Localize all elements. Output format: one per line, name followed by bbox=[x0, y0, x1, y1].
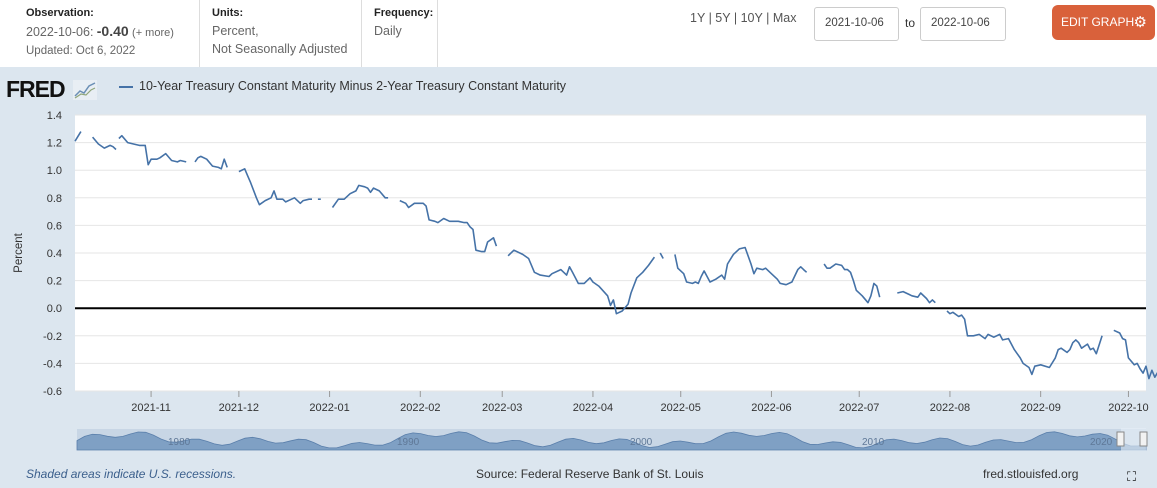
navigator-year-label: 2020 bbox=[1090, 437, 1113, 448]
units-value-line1[interactable]: Percent, bbox=[212, 24, 259, 38]
date-to-label: to bbox=[905, 16, 916, 30]
series-line bbox=[238, 168, 312, 206]
series-line bbox=[946, 310, 1103, 376]
legend-swatch bbox=[119, 85, 133, 88]
series-line bbox=[74, 131, 82, 142]
site-link[interactable]: fred.stlouisfed.org bbox=[983, 467, 1079, 481]
y-tick-label: 0.6 bbox=[47, 220, 62, 232]
y-tick-label: 0.0 bbox=[47, 303, 62, 315]
gear-icon: ⚙ bbox=[1133, 14, 1147, 31]
x-tick-label: 2022-09 bbox=[1020, 402, 1060, 414]
fred-logo-text: FRED bbox=[6, 76, 66, 102]
range-separator: | bbox=[766, 11, 770, 25]
x-tick-label: 2022-03 bbox=[482, 402, 522, 414]
updated-date: Updated: Oct 6, 2022 bbox=[26, 45, 136, 57]
date-to-input[interactable]: 2022-10-06 bbox=[920, 7, 1006, 41]
series-line bbox=[897, 290, 936, 304]
series-lines bbox=[74, 131, 1157, 380]
units-panel: Units: Percent, Not Seasonally Adjusted bbox=[200, 0, 362, 67]
series-line bbox=[674, 246, 808, 286]
x-tick-label: 2022-01 bbox=[309, 402, 349, 414]
x-tick-label: 2022-04 bbox=[573, 402, 613, 414]
navigator-year-label: 2000 bbox=[630, 437, 653, 448]
frequency-value[interactable]: Daily bbox=[374, 24, 402, 38]
date-from-input[interactable]: 2021-10-06 bbox=[814, 7, 899, 41]
x-tick-label: 2022-07 bbox=[839, 402, 879, 414]
x-tick-label: 2022-05 bbox=[661, 402, 701, 414]
range-navigator: 1980 1990 2000 2010 2020 bbox=[76, 428, 1148, 451]
series-line bbox=[194, 155, 228, 170]
y-tick-label: 0.2 bbox=[47, 276, 62, 288]
range-max-button[interactable]: Max bbox=[772, 11, 797, 25]
header-bar: Observation: 2022-10-06: -0.40 (+ more) … bbox=[0, 0, 1157, 67]
y-tick-label: -0.4 bbox=[43, 358, 62, 370]
grid-lines bbox=[75, 114, 1146, 392]
fred-logo[interactable]: FRED bbox=[6, 76, 98, 103]
y-axis-ticks: 1.4 1.2 1.0 0.8 0.6 0.4 0.2 0.0 -0.2 -0.4 -0.6 bbox=[43, 110, 62, 398]
frequency-label: Frequency: bbox=[374, 7, 434, 19]
x-tick-label: 2022-02 bbox=[400, 402, 440, 414]
y-tick-label: -0.2 bbox=[43, 331, 62, 343]
series-line bbox=[1113, 329, 1157, 380]
observation-date: 2022-10-06: bbox=[26, 25, 94, 39]
navigator-area bbox=[76, 431, 1147, 451]
navigator-year-label: 2010 bbox=[862, 437, 885, 448]
recession-note: Shaded areas indicate U.S. recessions. bbox=[26, 467, 237, 481]
series-line bbox=[331, 184, 389, 208]
fred-logo-chart-icon bbox=[73, 80, 98, 100]
legend-label: 10-Year Treasury Constant Maturity Minus… bbox=[139, 79, 567, 93]
series-line bbox=[659, 252, 664, 259]
y-tick-label: 1.4 bbox=[47, 110, 62, 122]
series-line bbox=[507, 249, 656, 315]
source-note: Source: Federal Reserve Bank of St. Loui… bbox=[476, 467, 704, 481]
range-separator: | bbox=[733, 11, 738, 25]
y-tick-label: 0.8 bbox=[47, 193, 62, 205]
range-5y-button[interactable]: 5Y bbox=[715, 11, 731, 25]
range-separator: | bbox=[708, 11, 712, 25]
edit-graph-button[interactable]: EDIT GRAPH ⚙ bbox=[1052, 5, 1155, 40]
series-line bbox=[91, 136, 117, 151]
y-axis-label: Percent bbox=[13, 232, 25, 272]
fullscreen-icon[interactable]: ⛶ bbox=[1127, 469, 1137, 484]
x-axis-ticks: 2021-11 2021-12 2022-01 2022-02 2022-03 2022-… bbox=[131, 391, 1149, 414]
y-tick-label: 1.2 bbox=[47, 138, 62, 150]
observation-label: Observation: bbox=[26, 7, 94, 19]
y-tick-label: 0.4 bbox=[47, 248, 62, 260]
observation-panel: Observation: 2022-10-06: -0.40 (+ more) … bbox=[14, 0, 200, 67]
x-tick-label: 2022-08 bbox=[930, 402, 970, 414]
observation-value: -0.40 bbox=[96, 23, 129, 39]
y-tick-label: -0.6 bbox=[43, 386, 62, 398]
navigator-handle-right[interactable] bbox=[1139, 431, 1148, 447]
series-line bbox=[399, 199, 498, 253]
y-tick-label: 1.0 bbox=[47, 165, 62, 177]
x-tick-label: 2022-10 bbox=[1108, 402, 1148, 414]
units-label: Units: bbox=[212, 7, 244, 19]
series-line bbox=[118, 134, 187, 166]
x-tick-label: 2022-06 bbox=[751, 402, 791, 414]
range-1y-button[interactable]: 1Y bbox=[690, 11, 706, 25]
edit-graph-label: EDIT GRAPH bbox=[1061, 15, 1135, 29]
series-line bbox=[823, 263, 881, 304]
navigator-handle-left[interactable] bbox=[1116, 431, 1125, 447]
x-tick-label: 2021-11 bbox=[131, 402, 171, 414]
units-value-line2[interactable]: Not Seasonally Adjusted bbox=[212, 42, 348, 56]
range-10y-button[interactable]: 10Y bbox=[740, 11, 763, 25]
x-tick-label: 2021-12 bbox=[219, 402, 259, 414]
chart-legend: 10-Year Treasury Constant Maturity Minus… bbox=[119, 79, 566, 93]
range-selector: 1Y | 5Y | 10Y | Max bbox=[690, 11, 796, 25]
navigator-year-label: 1980 bbox=[168, 437, 191, 448]
frequency-panel: Frequency: Daily bbox=[362, 0, 438, 67]
navigator-year-label: 1990 bbox=[397, 437, 420, 448]
observation-more-link[interactable]: (+ more) bbox=[132, 27, 174, 39]
